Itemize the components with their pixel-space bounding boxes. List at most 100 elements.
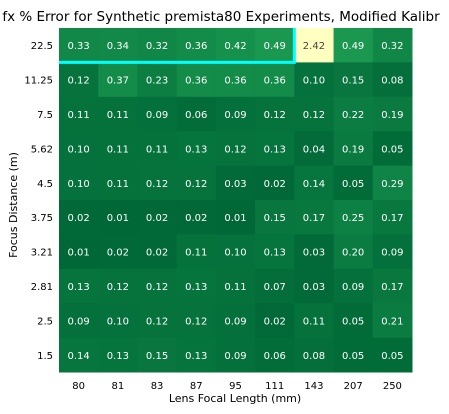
heatmap-cell [333,268,374,304]
heatmap-cell [176,303,217,339]
y-tick-label: 7.5 [37,110,53,121]
heatmap-cell [59,131,99,167]
cell-value-label: 0.17 [381,282,403,293]
heatmap-cell [176,234,217,270]
heatmap-cell [215,268,256,304]
cell-value-label: 0.15 [264,213,286,224]
cell-value-label: 0.12 [146,316,168,327]
heatmap-cell [215,62,256,98]
cell-value-label: 0.12 [146,282,168,293]
heatmap-cell [255,28,295,63]
cell-value-label: 0.02 [107,248,129,259]
heatmap-cell [215,234,256,270]
cell-value-label: 0.12 [224,144,246,155]
heatmap-cell [98,96,138,132]
heatmap-cell [98,28,138,63]
heatmap-cell [372,234,413,270]
cell-value-label: 0.15 [342,76,364,87]
cell-value-label: 0.17 [303,213,325,224]
heatmap-cell [333,28,374,63]
cell-value-label: 0.32 [381,41,403,52]
heatmap-cell [176,28,217,63]
cell-value-label: 0.12 [107,282,129,293]
cell-value-label: 0.01 [67,248,89,259]
heatmap-cell [59,62,99,98]
heatmap-cell [294,165,335,201]
heatmap-cell [255,165,295,201]
heatmap-cell [59,303,99,339]
heatmap-cell [372,28,413,63]
heatmap-cell [333,200,374,235]
y-tick-label: 4.5 [37,179,53,190]
cell-value-label: 0.05 [342,316,364,327]
cell-value-label: 0.13 [264,144,286,155]
heatmap-cell [372,96,413,132]
cell-value-label: 0.37 [107,76,129,87]
x-tick-label: 83 [151,381,164,392]
cell-value-label: 0.34 [107,41,129,52]
cell-value-label: 0.36 [264,76,286,87]
cell-value-label: 0.15 [146,351,168,362]
cell-value-label: 0.13 [185,144,207,155]
heatmap-cell [137,165,178,201]
cell-value-label: 0.02 [146,248,168,259]
cell-value-label: 0.10 [67,179,89,190]
cell-value-label: 0.08 [303,351,325,362]
heatmap-cell [215,303,256,339]
y-tick-label: 11.25 [24,76,53,87]
cell-value-label: 0.10 [224,248,246,259]
cell-value-label: 0.09 [381,248,403,259]
heatmap-cell [137,62,178,98]
x-tick-label: 80 [72,381,85,392]
x-axis-label: Lens Focal Length (mm) [169,392,301,405]
cell-value-label: 0.05 [342,351,364,362]
y-tick-label: 3.21 [31,248,53,259]
cell-value-label: 0.12 [146,179,168,190]
cell-value-label: 0.42 [224,41,246,52]
heatmap-cell [372,268,413,304]
x-tick-label: 95 [229,381,242,392]
heatmap-cell [176,96,217,132]
cell-value-label: 0.14 [67,351,89,362]
heatmap-cell [255,200,295,235]
heatmap-cell [255,268,295,304]
heatmap-cell [137,96,178,132]
x-tick-label: 87 [190,381,203,392]
cell-value-label: 0.04 [303,144,325,155]
cell-value-label: 0.13 [185,282,207,293]
heatmap-cell [372,303,413,339]
cell-value-label: 0.13 [107,351,129,362]
cell-value-label: 0.19 [381,110,403,121]
cell-value-label: 0.10 [107,316,129,327]
heatmap-cell [333,62,374,98]
cell-value-label: 0.22 [342,110,364,121]
cell-value-label: 0.14 [303,179,325,190]
cell-value-label: 0.09 [224,351,246,362]
heatmap-cell [98,165,138,201]
cell-value-label: 0.12 [185,179,207,190]
highlight-outline [59,28,296,64]
heatmap-cell [137,303,178,339]
cell-value-label: 0.23 [146,76,168,87]
heatmap-cell [294,268,335,304]
heatmap-cell [59,96,99,132]
heatmap-cells: 0.33 0.34 0.32 0.36 0.42 0.49 2.42 0.49 0.32 0.12… [59,28,413,373]
heatmap-cell [137,28,178,63]
cell-value-label: 0.10 [303,76,325,87]
cell-value-label: 0.11 [146,144,168,155]
cell-value-label: 0.11 [107,179,129,190]
heatmap-cell [294,303,335,339]
heatmap-cell [98,268,138,304]
heatmap-cell [98,303,138,339]
cell-value-label: 0.03 [303,282,325,293]
heatmap-cell [294,131,335,167]
y-tick-label: 5.62 [31,144,53,155]
heatmap-cell [372,200,413,235]
cell-value-label: 0.13 [185,351,207,362]
heatmap-cell [372,62,413,98]
highlight-line [59,28,296,64]
cell-value-label: 0.06 [185,110,207,121]
heatmap-cell [255,96,295,132]
heatmap-cell [59,234,99,270]
